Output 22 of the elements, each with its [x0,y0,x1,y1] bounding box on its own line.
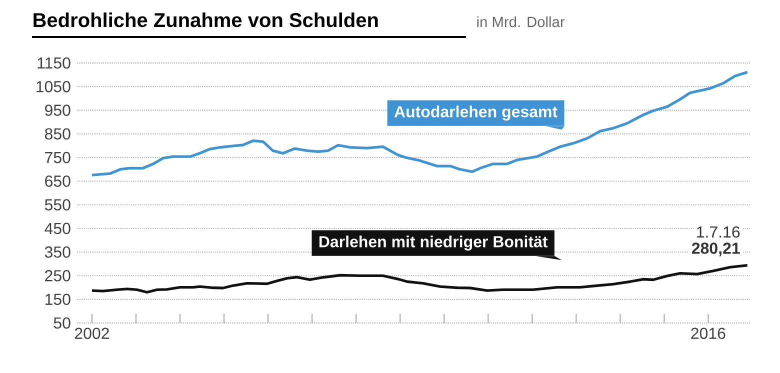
line-series [90,70,749,176]
y-tick-label: 450 [44,222,70,234]
chart-title: Bedrohliche Zunahme von Schulden [34,12,378,28]
x-tick-label: 2016 [691,328,726,340]
series-label: Darlehen mit niedriger Bonität [319,236,548,251]
y-tick-label: 1050 [36,80,70,92]
chart-subtitle: in Mrd. Dollar [477,16,565,28]
line-series [90,264,749,294]
y-tick-label: 950 [45,104,70,116]
y-tick-label: 1150 [38,57,70,69]
y-tick-label: 850 [44,128,70,140]
y-tick-label: 50 [54,317,70,329]
y-tick-label: 550 [44,199,70,210]
annotation: 280,21 [692,242,740,256]
y-tick-label: 250 [45,270,70,282]
annotation: 1.7.16 [697,226,740,238]
y-tick-label: 650 [45,176,70,187]
y-tick-label: 750 [45,152,70,164]
series-label: Autodarlehen gesamt [394,106,558,121]
y-tick-label: 350 [44,246,70,258]
y-tick-label: 150 [45,294,70,305]
x-tick-label: 2002 [74,328,109,340]
